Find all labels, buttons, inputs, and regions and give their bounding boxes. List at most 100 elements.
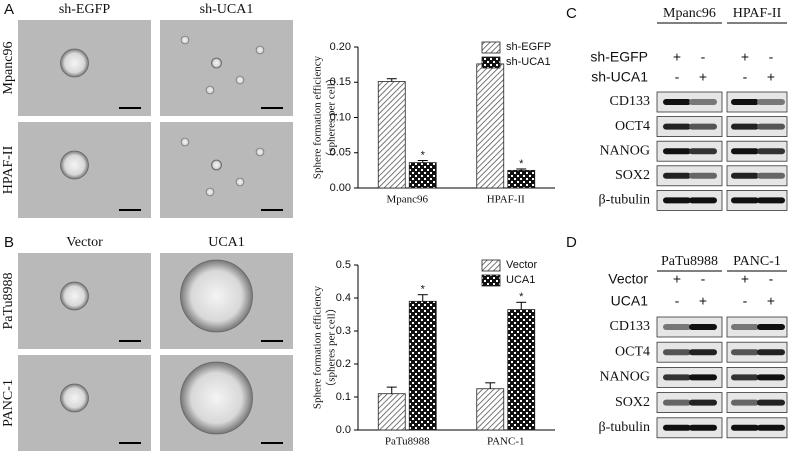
cell (255, 147, 265, 157)
bar (377, 81, 406, 189)
y-tick-label: 0.5 (336, 259, 351, 271)
sphere (60, 281, 89, 311)
row-label: PaTu8988 (1, 272, 16, 329)
condition-sign: - (701, 49, 706, 65)
micrograph (160, 122, 293, 218)
error-bar (485, 382, 496, 389)
sphere (60, 383, 89, 413)
y-tick-label: 0.05 (330, 147, 351, 159)
blot-band (689, 374, 717, 381)
sphere (211, 159, 222, 171)
blot-band (731, 148, 759, 155)
condition-sign: + (673, 49, 681, 65)
cell (205, 85, 215, 95)
blot-band (689, 324, 717, 330)
y-tick-label: 0.3 (336, 325, 351, 337)
significance-mark: * (421, 284, 426, 296)
blot-band (757, 424, 785, 431)
blot-band (757, 374, 785, 381)
blot-band (757, 349, 785, 356)
y-tick-label: 0.15 (330, 76, 351, 88)
blot-band (731, 399, 759, 406)
blot-band (663, 374, 691, 381)
blot-band (689, 424, 717, 431)
bar (476, 388, 505, 431)
protein-label: CD133 (610, 94, 650, 109)
legend-swatch (481, 274, 501, 287)
legend-label: sh-EGFP (506, 41, 551, 53)
condition-sign: - (769, 49, 774, 65)
protein-label: NANOG (599, 370, 650, 385)
protein-label: SOX2 (615, 168, 650, 183)
bar (476, 63, 505, 189)
blot-band (757, 123, 785, 130)
blot-band (731, 172, 759, 179)
condition-label: sh-UCA1 (591, 69, 648, 85)
significance-mark: * (421, 149, 426, 161)
protein-label: CD133 (610, 319, 650, 334)
blot-band (689, 123, 717, 130)
y-tick-label: 0.4 (336, 292, 351, 304)
blot-band (731, 99, 759, 105)
panel-label: B (4, 234, 14, 251)
sphere (60, 150, 89, 180)
error-bar (516, 168, 527, 171)
blot-group: HPAF-II (733, 6, 782, 21)
condition-label: Vector (608, 271, 648, 287)
cell (255, 45, 265, 55)
condition-sign: + (673, 271, 681, 287)
cell (180, 137, 190, 147)
condition-label: sh-EGFP (590, 49, 648, 65)
protein-label: OCT4 (615, 344, 650, 359)
column-label: Vector (66, 235, 103, 250)
legend-swatch (481, 259, 501, 272)
cell (235, 177, 245, 187)
condition-sign: - (769, 271, 774, 287)
condition-sign: + (767, 69, 775, 85)
micrograph (160, 20, 293, 116)
bar (507, 169, 536, 189)
y-tick-label: 0.10 (330, 111, 351, 123)
blot-band (663, 123, 691, 130)
column-label: UCA1 (208, 235, 245, 250)
blot-band (731, 349, 759, 356)
legend-swatch (481, 56, 501, 69)
blot-band (757, 172, 785, 179)
blot-group: PaTu8988 (661, 254, 718, 269)
sphere (180, 361, 253, 435)
x-tick-label: PANC-1 (487, 436, 525, 448)
column-label: sh-EGFP (59, 2, 111, 17)
error-bar (516, 301, 527, 310)
blot-band (689, 99, 717, 105)
bar (408, 300, 437, 431)
y-axis-label: （spheres per cell） (325, 72, 338, 162)
x-tick-label: HPAF-II (487, 194, 525, 206)
y-tick-label: 0.1 (336, 391, 351, 403)
condition-sign: + (741, 49, 749, 65)
protein-label: β-tubulin (599, 193, 650, 208)
blot-band (731, 324, 759, 330)
protein-label: β-tubulin (599, 420, 650, 435)
blot-band (663, 99, 691, 105)
error-bar (417, 160, 428, 163)
y-axis-label: Sphere formation efficiency (312, 55, 324, 179)
error-bar (386, 78, 397, 82)
blot-band (757, 197, 785, 204)
blot-band (663, 172, 691, 179)
blot-band (689, 172, 717, 179)
bar (377, 393, 406, 431)
panel-label: A (4, 1, 14, 18)
y-tick-label: 0.2 (336, 358, 351, 370)
blot-group: PANC-1 (733, 254, 781, 269)
sphere (180, 259, 253, 333)
condition-sign: - (675, 69, 680, 85)
condition-sign: + (699, 69, 707, 85)
blot-band (663, 424, 691, 431)
bar (507, 309, 536, 431)
y-tick-label: 0.0 (336, 424, 351, 436)
legend-label: Vector (506, 259, 538, 271)
significance-mark: * (519, 158, 524, 170)
blot-band (757, 324, 785, 330)
condition-sign: - (675, 293, 680, 309)
